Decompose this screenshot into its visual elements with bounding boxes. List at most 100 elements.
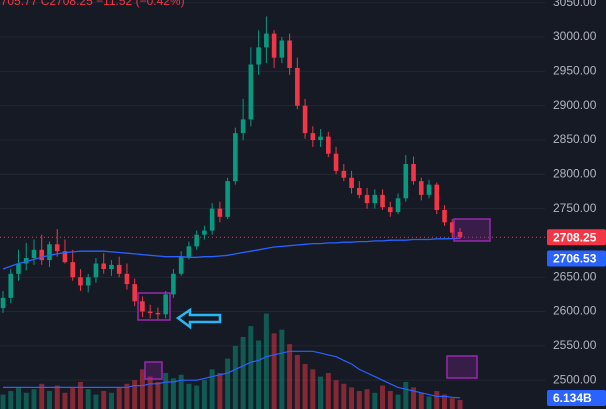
candle-body [240, 119, 246, 134]
ma-line [2, 237, 461, 270]
volume-bar [341, 383, 347, 409]
candle-body [23, 258, 29, 264]
candle-body [171, 273, 176, 295]
volume-bar [101, 390, 107, 409]
candle-body [380, 194, 385, 208]
candle-body [78, 277, 83, 286]
candle-body [287, 40, 292, 68]
candle-body [124, 273, 130, 285]
volume-bar [271, 333, 277, 409]
volume-bar [225, 358, 231, 409]
highlight-box [144, 361, 163, 380]
candle-body [364, 194, 370, 204]
price-tag [547, 389, 606, 406]
candle-body [47, 244, 52, 261]
candle-body [418, 181, 424, 195]
candle-body [8, 273, 14, 298]
highlight-box [453, 218, 491, 242]
plot [0, 2, 545, 409]
volume-bar [364, 389, 370, 409]
candle-body [295, 67, 300, 106]
volume-bar [387, 390, 393, 409]
volume-bar [70, 387, 76, 409]
volume-bar [232, 345, 238, 409]
candle-body [333, 153, 339, 171]
volume-bar [155, 381, 161, 409]
y-tick-label: 2900.00 [553, 98, 597, 112]
volume-bar [116, 387, 122, 409]
candle-body [318, 136, 323, 140]
candle-body [279, 40, 285, 58]
volume-bar [139, 369, 145, 409]
candle-body [225, 181, 230, 217]
volume-bar [418, 392, 424, 409]
candle-body [209, 208, 215, 231]
volume-bar [248, 326, 254, 409]
volume-bar [147, 376, 153, 409]
volume-bar [54, 385, 60, 409]
volume-bar [372, 392, 378, 409]
candle-body [349, 177, 354, 189]
candle-body [403, 164, 409, 199]
volume-bar [411, 387, 417, 409]
price-tag-label: 2708.25 [553, 230, 597, 244]
volume-bar [395, 394, 401, 409]
candle-body [140, 301, 145, 312]
highlight-box [446, 355, 478, 379]
candle-body [93, 263, 99, 278]
volume-bar [108, 392, 114, 409]
volume-bar [449, 398, 455, 409]
candle-body [54, 244, 60, 252]
volume-bar [434, 390, 440, 409]
volume-bar [15, 387, 21, 409]
volume-bar [442, 394, 448, 409]
volume-bar [318, 376, 324, 409]
volume-bar [186, 383, 192, 409]
candle-body [39, 249, 45, 261]
y-tick-label: 2650.00 [553, 269, 597, 283]
highlight-box [137, 292, 171, 321]
volume-ma-line [3, 350, 461, 399]
candle-body [264, 33, 269, 48]
y-tick-label: 2850.00 [553, 132, 597, 146]
volume-bar [62, 392, 68, 409]
candle-body [326, 136, 331, 154]
candle-body [387, 207, 393, 213]
header-ohlc: 2705.77 C2708.25 −11.52 (−0.42%) [0, 0, 185, 8]
y-tick-label: 2550.00 [553, 338, 597, 352]
candle-body [178, 256, 184, 274]
arrow [175, 307, 222, 330]
volume-bar [349, 387, 355, 409]
candle-body [0, 297, 6, 309]
candle-body [194, 234, 199, 247]
y-tick-label: 2750.00 [553, 201, 597, 215]
candle-body [147, 311, 153, 313]
volume-bar [310, 369, 316, 409]
volume-bar [380, 385, 386, 409]
price-tag [547, 229, 606, 246]
volume-bar [8, 390, 14, 409]
volume-bar [279, 329, 285, 409]
candle-body [31, 249, 37, 259]
candle-body [109, 264, 114, 270]
candle-body [62, 251, 68, 263]
candle-body [341, 170, 347, 178]
candle-body [217, 208, 223, 217]
volume-bar [85, 389, 91, 409]
volume-bar [194, 385, 200, 409]
y-tick-label: 2800.00 [553, 166, 597, 180]
volume-bar [457, 399, 463, 409]
price-tag-label: 6.134B [553, 391, 592, 405]
volume-bar [209, 369, 215, 409]
candle-body [233, 133, 238, 182]
volume-bar [201, 380, 207, 409]
candle-body [186, 246, 192, 257]
candle-body [101, 263, 106, 270]
volume-bar [256, 340, 262, 409]
candle-body [434, 184, 440, 210]
candle-body [248, 64, 254, 120]
volume-bar [124, 383, 130, 409]
volume-bar [403, 381, 409, 409]
